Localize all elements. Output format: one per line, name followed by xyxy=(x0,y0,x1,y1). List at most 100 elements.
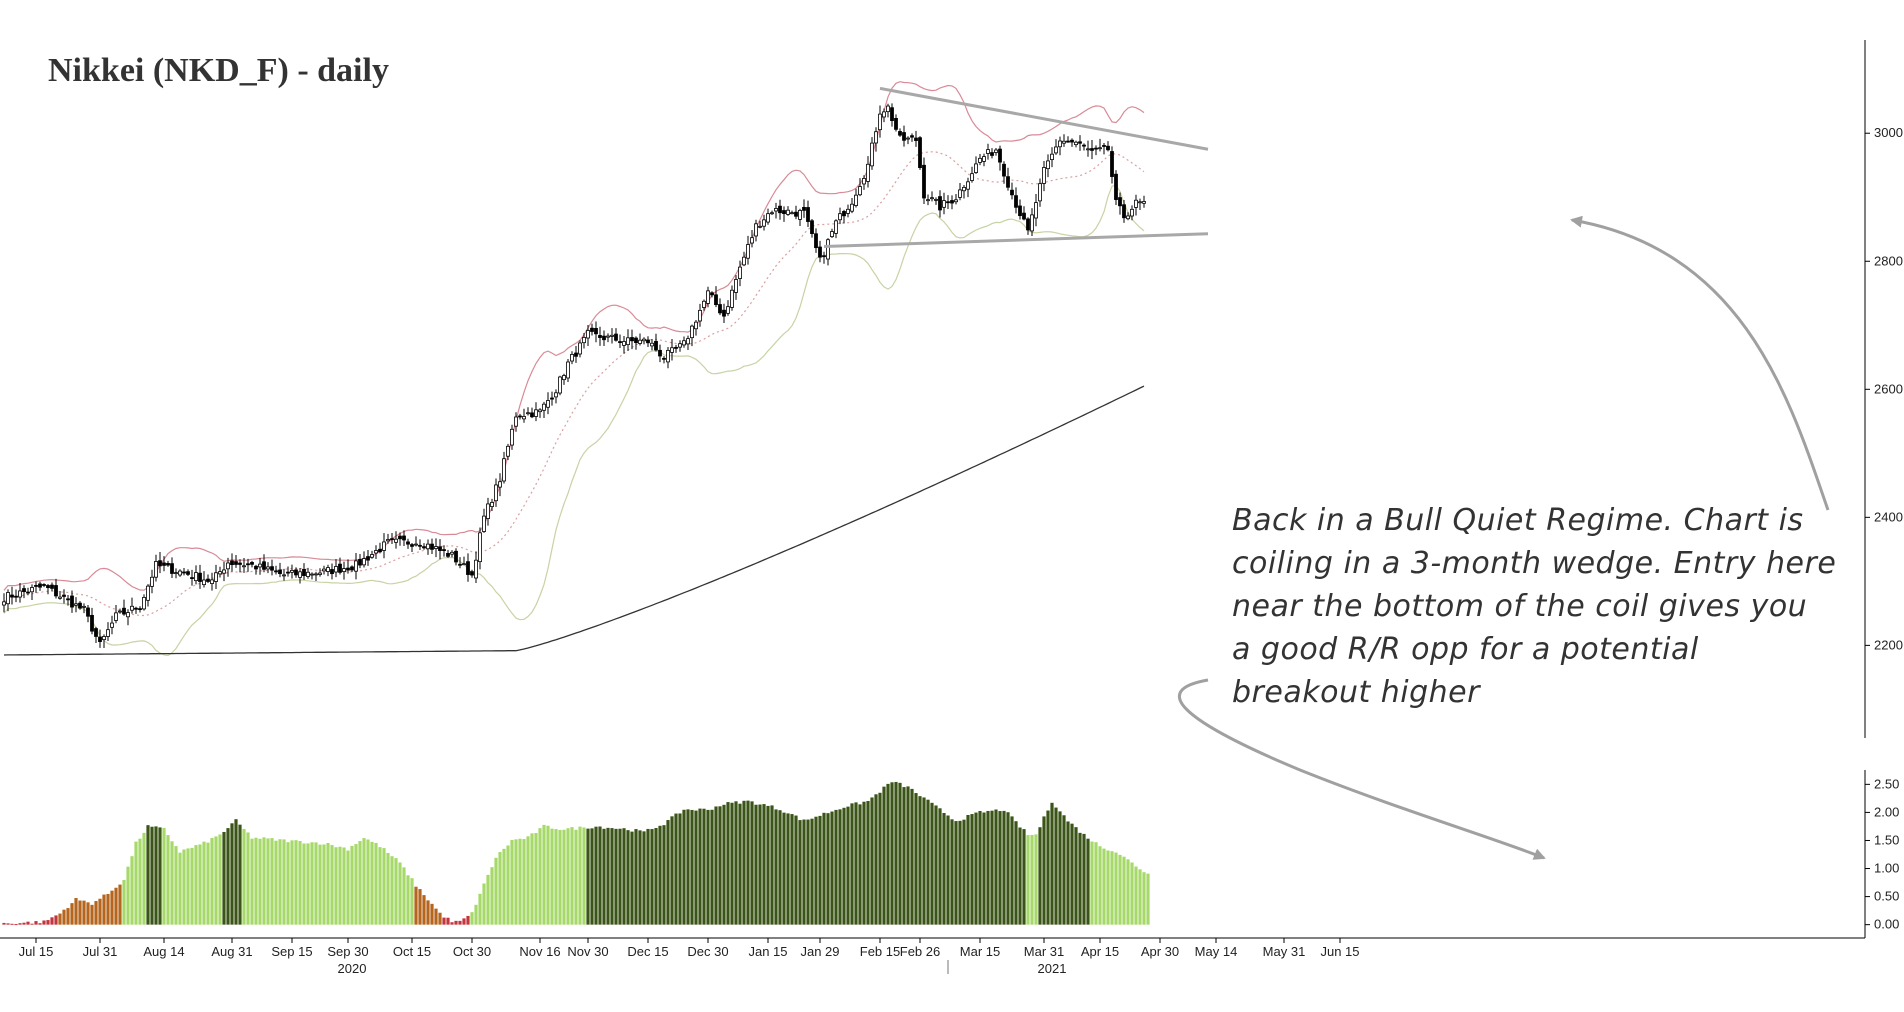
candle xyxy=(498,473,502,497)
candle xyxy=(414,536,418,547)
x-tick-label: Mar 15 xyxy=(960,944,1000,959)
regime-bar xyxy=(770,805,774,925)
regime-bar xyxy=(1118,854,1122,925)
regime-bar xyxy=(418,889,422,925)
candle xyxy=(1074,140,1078,148)
candle xyxy=(770,210,774,215)
annotation-arrow-to-regime xyxy=(1177,678,1546,860)
regime-bar xyxy=(70,903,74,925)
regime-bar xyxy=(90,904,94,925)
candle xyxy=(190,569,194,586)
candle xyxy=(694,320,698,336)
regime-bar xyxy=(1018,827,1022,925)
regime-bar xyxy=(1030,834,1034,925)
annotation-line: breakout higher xyxy=(1232,675,1481,710)
candle xyxy=(54,578,58,599)
candle xyxy=(570,351,574,365)
candle xyxy=(402,530,406,547)
candle xyxy=(194,565,198,585)
regime-bar xyxy=(114,887,118,925)
x-tick-label: Feb 26 xyxy=(900,944,940,959)
regime-bar xyxy=(370,841,374,925)
candle xyxy=(138,606,142,613)
regime-bar xyxy=(1050,802,1054,925)
regime-bar xyxy=(634,829,638,925)
candle xyxy=(118,608,122,614)
candle xyxy=(78,601,82,610)
candle xyxy=(918,136,922,170)
regime-bar xyxy=(814,816,818,925)
x-tick-label: Feb 15 xyxy=(860,944,900,959)
candle xyxy=(354,553,358,580)
regime-bar xyxy=(554,829,558,925)
regime-bar xyxy=(874,794,878,925)
regime-bar xyxy=(978,810,982,925)
regime-bar xyxy=(330,845,334,925)
candle xyxy=(34,581,38,593)
candle xyxy=(738,260,742,287)
candle xyxy=(270,559,274,576)
candle xyxy=(258,558,262,575)
candle xyxy=(1082,143,1086,151)
candle xyxy=(110,615,114,635)
candle xyxy=(998,145,1002,171)
regime-bar xyxy=(550,828,554,925)
regime-bar xyxy=(358,841,362,925)
candle xyxy=(274,565,278,575)
x-tick-label: Dec 30 xyxy=(687,944,728,959)
candle xyxy=(602,330,606,346)
regime-bar xyxy=(570,827,574,925)
candle xyxy=(762,214,766,231)
regime-bar xyxy=(50,917,54,925)
regime-bar xyxy=(270,838,274,925)
regime-bar xyxy=(78,900,82,925)
regime-bar xyxy=(730,802,734,925)
candle xyxy=(646,336,650,348)
candle xyxy=(238,559,242,573)
candle xyxy=(102,634,106,648)
regime-bar xyxy=(6,923,10,925)
regime-bar xyxy=(946,815,950,925)
candle xyxy=(806,200,810,228)
regime-bar xyxy=(122,879,126,925)
candle xyxy=(774,202,778,219)
regime-bar xyxy=(1010,816,1014,925)
regime-bar xyxy=(1014,821,1018,925)
regime-bar xyxy=(1102,848,1106,925)
candle xyxy=(14,589,18,603)
regime-bar xyxy=(926,799,930,925)
candle xyxy=(514,412,518,432)
candle xyxy=(982,153,986,167)
candle xyxy=(286,566,290,577)
regime-bar xyxy=(942,812,946,925)
candle xyxy=(134,606,138,614)
x-tick-label: Jan 15 xyxy=(748,944,787,959)
candle xyxy=(838,207,842,225)
regime-bar xyxy=(986,810,990,925)
candle xyxy=(214,564,218,590)
candle xyxy=(302,563,306,580)
candle xyxy=(246,558,250,572)
candle xyxy=(958,183,962,201)
candle xyxy=(470,569,474,578)
x-tick-label: May 14 xyxy=(1195,944,1238,959)
regime-bar xyxy=(754,804,758,925)
candle xyxy=(226,557,230,577)
regime-bar xyxy=(206,842,210,925)
candle xyxy=(490,498,494,511)
regime-bar xyxy=(474,904,478,925)
regime-bar xyxy=(774,809,778,925)
regime-bar xyxy=(670,816,674,925)
regime-bar xyxy=(282,839,286,925)
candle xyxy=(450,550,454,558)
candle xyxy=(1054,139,1058,155)
regime-bar xyxy=(306,843,310,925)
candle xyxy=(406,538,410,549)
candle xyxy=(18,582,22,603)
regime-bar xyxy=(378,847,382,925)
regime-bar xyxy=(630,831,634,925)
regime-bar xyxy=(34,921,38,925)
regime-bar xyxy=(1094,842,1098,925)
candle xyxy=(122,599,126,616)
candle xyxy=(1030,208,1034,236)
